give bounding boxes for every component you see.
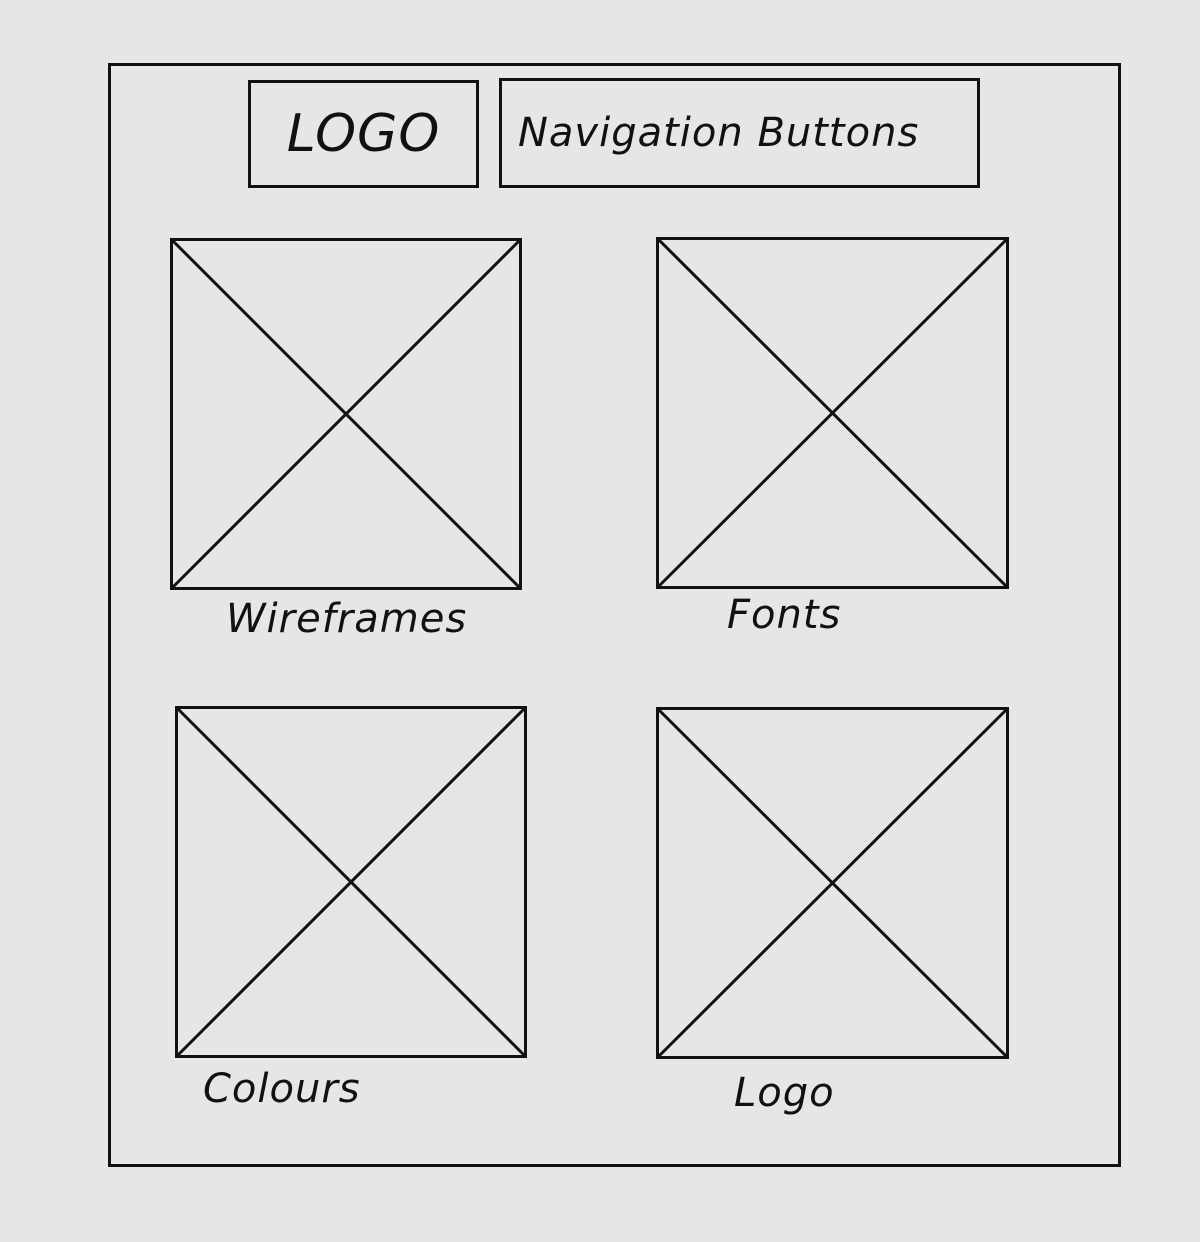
tile-caption-fonts: Fonts: [727, 592, 842, 638]
image-placeholder-icon: [656, 707, 1009, 1059]
logo-label: LOGO: [286, 104, 441, 164]
header-logo-placeholder: LOGO: [248, 80, 479, 188]
image-placeholder-icon: [175, 706, 527, 1058]
image-placeholder-icon: [656, 237, 1009, 589]
tile-caption-logo: Logo: [734, 1070, 835, 1116]
image-placeholder-wireframes: [170, 238, 522, 590]
navigation-label: Navigation Buttons: [518, 110, 920, 156]
page-frame: [108, 63, 1121, 1167]
tile-caption-colours: Colours: [203, 1066, 361, 1112]
tile-caption-wireframes: Wireframes: [226, 596, 468, 642]
image-placeholder-logo: [656, 707, 1009, 1059]
image-placeholder-fonts: [656, 237, 1009, 589]
image-placeholder-icon: [170, 238, 522, 590]
header-navigation-placeholder: Navigation Buttons: [499, 78, 980, 188]
image-placeholder-colours: [175, 706, 527, 1058]
